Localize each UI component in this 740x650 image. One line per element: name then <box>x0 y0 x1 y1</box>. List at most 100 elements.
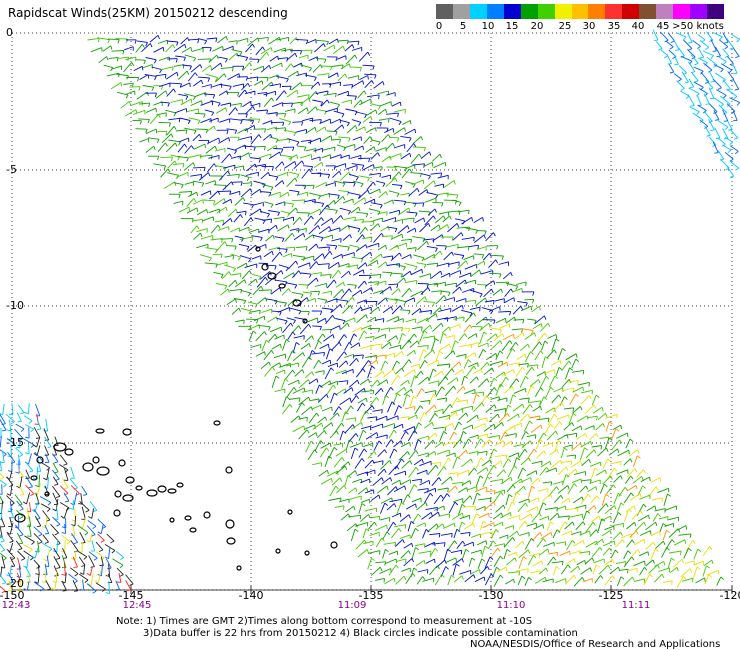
wind-barb <box>538 512 542 517</box>
wind-barb <box>220 102 231 106</box>
wind-barb <box>97 533 105 541</box>
wind-barb <box>350 447 356 460</box>
wind-barb <box>697 95 702 106</box>
wind-barb <box>440 270 443 276</box>
wind-barb <box>356 395 360 400</box>
wind-barb <box>87 583 92 586</box>
wind-barb <box>393 127 405 135</box>
wind-barb <box>500 476 512 485</box>
wind-barb <box>631 576 635 581</box>
wind-barb <box>345 505 354 513</box>
wind-barb <box>290 63 294 68</box>
wind-barb <box>689 106 700 113</box>
wind-barb <box>268 210 280 213</box>
wind-barb <box>543 432 547 437</box>
wind-barb <box>402 359 410 369</box>
wind-barb <box>566 558 575 564</box>
wind-barb <box>18 542 23 545</box>
wind-barb <box>6 493 11 496</box>
wind-barb <box>38 533 43 537</box>
wind-barb <box>285 362 299 367</box>
wind-barb <box>284 63 292 71</box>
wind-barb <box>190 99 193 104</box>
wind-barb <box>357 280 365 289</box>
wind-barb <box>575 393 579 398</box>
wind-barb <box>20 412 25 415</box>
wind-barb <box>1 590 6 594</box>
wind-barb <box>445 243 459 248</box>
wind-barb <box>370 566 381 576</box>
wind-barb <box>456 528 461 533</box>
wind-barb <box>604 559 613 566</box>
wind-barb <box>310 398 320 402</box>
wind-barb <box>708 87 715 99</box>
wind-barb <box>696 111 700 115</box>
wind-barb <box>474 576 485 583</box>
wind-barb <box>408 550 411 555</box>
wind-barb <box>289 37 297 45</box>
wind-barb <box>414 375 419 379</box>
wind-barb <box>362 269 365 274</box>
wind-barb <box>699 56 704 59</box>
wind-barb <box>431 290 442 293</box>
wind-barb <box>461 512 464 518</box>
wind-barb <box>155 90 166 99</box>
wind-barb <box>413 297 416 302</box>
wind-barb <box>637 514 649 522</box>
wind-barb <box>561 402 564 407</box>
wind-barb <box>231 49 242 53</box>
wind-barb <box>473 312 476 317</box>
wind-barb <box>408 514 411 519</box>
wind-barb <box>316 378 319 383</box>
wind-barb <box>286 317 296 321</box>
wind-barb <box>680 55 693 62</box>
wind-barb <box>532 299 535 304</box>
wind-barb <box>428 511 439 520</box>
wind-barb <box>640 476 650 483</box>
wind-barb <box>473 217 483 224</box>
wind-barb <box>334 505 345 508</box>
wind-barb <box>372 390 375 395</box>
wind-barb <box>450 476 453 481</box>
wind-barb <box>625 505 635 513</box>
wind-barb <box>350 395 357 404</box>
wind-barb <box>303 165 313 168</box>
wind-barb <box>337 334 345 344</box>
wind-barb <box>493 448 498 453</box>
wind-barb <box>419 460 432 467</box>
wind-barb <box>512 305 522 315</box>
wind-barb <box>456 260 467 270</box>
wind-barb <box>250 344 262 348</box>
wind-barb <box>493 404 497 409</box>
wind-barb <box>513 443 524 447</box>
wind-barb <box>287 52 296 60</box>
wind-barb <box>695 577 705 584</box>
wind-barb <box>106 72 120 77</box>
wind-barb <box>495 259 499 264</box>
wind-barb <box>9 516 13 527</box>
wind-barb <box>84 579 89 583</box>
wind-barb <box>343 387 352 394</box>
wind-barb <box>22 501 27 505</box>
wind-barb <box>111 50 124 52</box>
wind-barb <box>437 224 448 232</box>
wind-barb <box>697 548 702 552</box>
wind-barb <box>354 388 365 396</box>
wind-barb <box>443 295 447 300</box>
wind-barb <box>657 513 661 517</box>
wind-barb <box>676 576 684 588</box>
wind-barb <box>437 565 440 570</box>
wind-barb <box>388 564 397 576</box>
wind-barb <box>344 317 355 323</box>
wind-barb <box>531 485 536 489</box>
wind-barb <box>736 39 740 43</box>
island <box>30 475 38 481</box>
wind-barb <box>348 341 353 346</box>
wind-barb <box>45 453 50 463</box>
wind-barb <box>10 565 15 568</box>
wind-barb <box>612 424 621 430</box>
wind-barb <box>382 531 388 540</box>
wind-barb <box>261 308 272 313</box>
wind-barb <box>516 353 526 360</box>
wind-barb <box>576 415 588 423</box>
